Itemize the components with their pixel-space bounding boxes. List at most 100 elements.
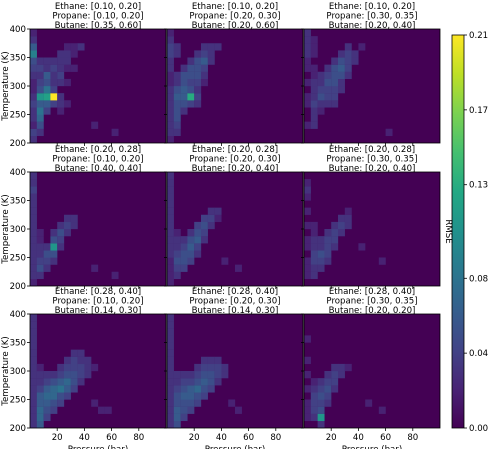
y-tick-label: 400: [10, 25, 26, 35]
heatmap-cell: [167, 36, 174, 44]
heatmap-cell: [167, 257, 174, 265]
heatmap-cell: [310, 413, 318, 422]
panel-title-line: Propane: [0.20, 0.30]: [189, 155, 280, 165]
heatmap-cell: [324, 250, 332, 258]
heatmap-cell: [167, 229, 174, 237]
y-tick-label: 400: [10, 310, 26, 320]
x-tick-label: 40: [216, 433, 227, 443]
heatmap-cell: [187, 71, 195, 80]
heatmap-cell: [167, 392, 174, 400]
heatmap-cell: [310, 250, 318, 258]
heatmap-cell: [338, 57, 345, 65]
heatmap-cell: [173, 371, 181, 379]
y-tick-label: 250: [10, 396, 26, 406]
heatmap-cell: [180, 71, 188, 80]
y-tick-label: 300: [10, 225, 26, 235]
heatmap-cell: [64, 378, 71, 386]
heatmap-cell: [167, 335, 174, 343]
heatmap-cell: [304, 264, 311, 272]
heatmap-cell: [317, 71, 325, 80]
heatmap-cell: [304, 335, 311, 343]
heatmap-cell: [167, 193, 174, 201]
heatmap-cell: [331, 229, 339, 237]
heatmap-cell: [36, 78, 44, 87]
heatmap-cell: [167, 93, 174, 101]
heatmap-cell: [173, 229, 181, 237]
heatmap-cell: [201, 57, 208, 65]
x-tick-label: 80: [270, 433, 281, 443]
heatmap-cell: [338, 363, 345, 372]
y-tick-label: 250: [10, 111, 26, 121]
heatmap-cell: [317, 243, 325, 251]
heatmap-panel-2: Ethane: [0.10, 0.20]Propane: [0.20, 0.30…: [164, 2, 304, 146]
heatmap-cell: [173, 413, 181, 422]
heatmap-cell: [304, 243, 311, 251]
heatmap-cell: [30, 328, 37, 336]
panel-title-line: Ethane: [0.10, 0.20]: [329, 2, 415, 12]
heatmap-cell: [201, 214, 208, 223]
heatmap-cell: [344, 50, 352, 58]
heatmap-cell: [167, 328, 174, 336]
heatmap-cell: [187, 250, 195, 258]
heatmap-cell: [304, 371, 311, 379]
heatmap-cell: [57, 378, 65, 386]
heatmap-cell: [57, 107, 65, 115]
y-tick-label: 350: [10, 54, 26, 64]
heatmap-cell: [194, 57, 202, 65]
heatmap-panel-4: Ethane: [0.20, 0.28]Propane: [0.10, 0.20…: [1, 145, 167, 292]
heatmap-cell: [57, 221, 65, 230]
heatmap-cell: [167, 250, 174, 258]
heatmap-cell: [50, 78, 58, 87]
panel-title-line: Butane: [0.14, 0.30]: [192, 306, 279, 316]
heatmap-cell: [194, 64, 202, 72]
heatmap-cell: [338, 78, 345, 87]
heatmap-cell: [64, 50, 71, 58]
heatmap-cell: [43, 257, 51, 265]
heatmap-cell: [194, 236, 202, 244]
heatmap-cell: [167, 413, 174, 422]
heatmap-cell: [64, 392, 71, 400]
heatmap-cell: [358, 43, 366, 51]
y-axis-label: Temperature (K): [1, 51, 11, 122]
heatmap-cell: [64, 78, 71, 87]
heatmap-cell: [30, 250, 37, 258]
y-axis-label: Temperature (K): [1, 336, 11, 407]
colorbar-tick-label: 0.08: [469, 274, 488, 284]
heatmap-cell: [30, 342, 37, 350]
heatmap-cell: [167, 321, 174, 329]
heatmap-cell: [30, 36, 37, 44]
x-tick-label: 20: [189, 433, 200, 443]
panel-title-line: Propane: [0.20, 0.30]: [189, 297, 280, 307]
heatmap-cell: [180, 264, 188, 272]
heatmap-cell: [214, 214, 222, 223]
x-tick-label: 40: [353, 433, 364, 443]
heatmap-cell: [50, 86, 58, 94]
panel-title-line: Ethane: [0.20, 0.28]: [329, 145, 415, 155]
heatmap-cell: [173, 236, 181, 244]
heatmap-cell: [201, 78, 208, 87]
heatmap-cell: [50, 385, 58, 393]
heatmap-cell: [43, 86, 51, 94]
heatmap-cell: [167, 264, 174, 272]
heatmap-cell: [167, 399, 174, 407]
heatmap-cell: [310, 385, 318, 393]
heatmap-cell: [70, 356, 78, 365]
heatmap-cell: [91, 399, 99, 407]
x-tick-label: 20: [326, 433, 337, 443]
heatmap-cell: [310, 50, 318, 58]
heatmap-cell: [30, 107, 37, 115]
panel-title-line: Propane: [0.10, 0.20]: [52, 297, 143, 307]
heatmap-cell: [304, 93, 311, 101]
heatmap-cell: [36, 100, 44, 108]
heatmap-cell: [30, 93, 37, 101]
heatmap-cell: [317, 413, 325, 422]
heatmap-cell: [221, 363, 229, 372]
heatmap-cell: [331, 221, 339, 230]
panel-title-line: Butane: [0.20, 0.60]: [192, 21, 279, 31]
heatmap-cell: [207, 207, 215, 215]
heatmap-cell: [70, 64, 78, 72]
heatmap-cell: [57, 243, 65, 251]
x-tick-label: 80: [407, 433, 418, 443]
panel-grid: Ethane: [0.10, 0.20] Propane: [0.10, 0.20…: [1, 2, 441, 449]
